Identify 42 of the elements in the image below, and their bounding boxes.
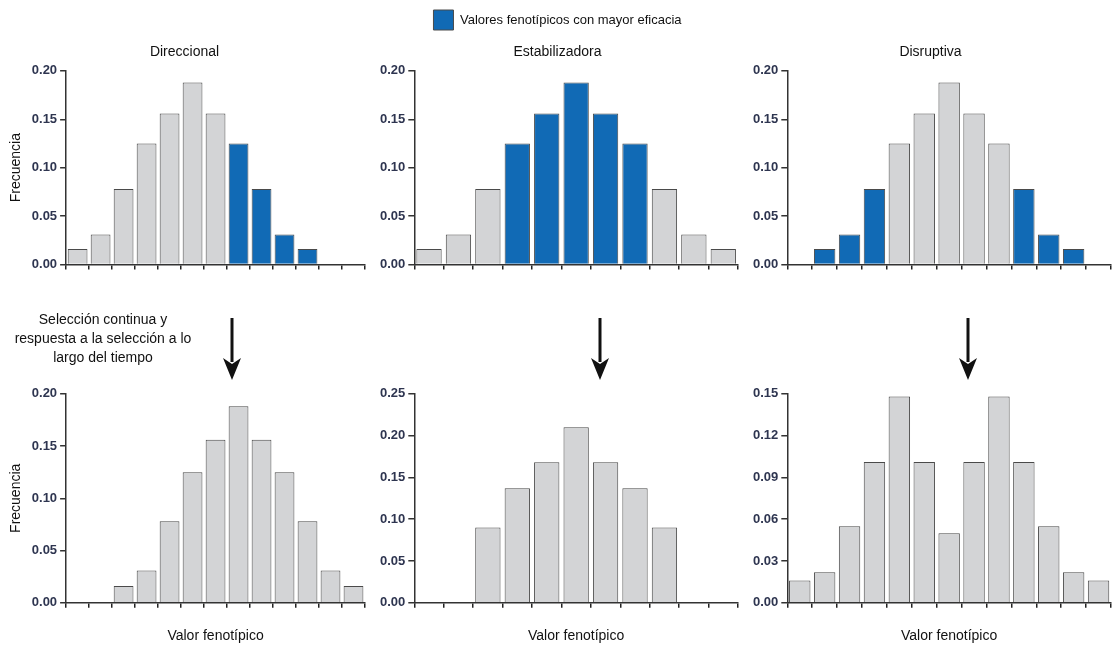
y-tick-label: 0.15 [379, 110, 406, 126]
y-axis-title: Frecuencia [7, 463, 24, 533]
y-tick-label: 0.10 [31, 489, 58, 505]
y-tick-label: 0.10 [752, 159, 779, 175]
y-tick-label: 0.15 [752, 110, 779, 126]
y-tick-label: 0.12 [752, 427, 779, 443]
y-tick-label: 0.00 [379, 594, 406, 610]
y-tick-label: 0.06 [752, 510, 779, 526]
y-tick-label: 0.05 [379, 207, 406, 223]
y-tick-label: 0.10 [31, 159, 58, 175]
y-tick-label: 0.25 [379, 385, 406, 401]
y-tick-label: 0.10 [379, 510, 406, 526]
x-axis-title: Valor fenotípico [167, 627, 264, 644]
y-tick-label: 0.20 [379, 427, 406, 443]
y-tick-label: 0.05 [379, 552, 406, 568]
y-tick-label: 0.20 [31, 62, 58, 78]
y-tick-label: 0.00 [379, 256, 406, 272]
text: Selección continua y respuesta a la selección a lo largo del tiempo [13, 310, 193, 367]
x-axis-title: Valor fenotípico [528, 627, 625, 644]
x-axis-title: Valor fenotípico [901, 627, 998, 644]
y-tick-label: 0.00 [752, 256, 779, 272]
y-tick-label: 0.00 [752, 594, 779, 610]
legend-label: Valores fenotípicos con mayor eficacia [459, 11, 683, 27]
y-tick-label: 0.09 [752, 468, 779, 484]
chart-title: Estabilizadora [513, 43, 602, 60]
y-tick-label: 0.05 [31, 207, 58, 223]
y-tick-label: 0.05 [752, 207, 779, 223]
y-tick-label: 0.20 [752, 62, 779, 78]
y-axis-title: Frecuencia [7, 132, 24, 203]
y-tick-label: 0.15 [31, 110, 58, 126]
y-tick-label: 0.15 [31, 437, 58, 453]
y-tick-label: 0.20 [379, 62, 406, 78]
y-tick-label: 0.15 [752, 385, 779, 401]
chart-title: Disruptiva [899, 43, 962, 60]
y-tick-label: 0.00 [31, 256, 58, 272]
y-tick-label: 0.20 [31, 385, 58, 401]
y-tick-label: 0.15 [379, 468, 406, 484]
y-tick-label: 0.03 [752, 552, 779, 568]
y-tick-label: 0.10 [379, 159, 406, 175]
y-tick-label: 0.00 [31, 594, 58, 610]
y-tick-label: 0.05 [31, 542, 58, 558]
chart-title: Direccional [149, 43, 220, 60]
